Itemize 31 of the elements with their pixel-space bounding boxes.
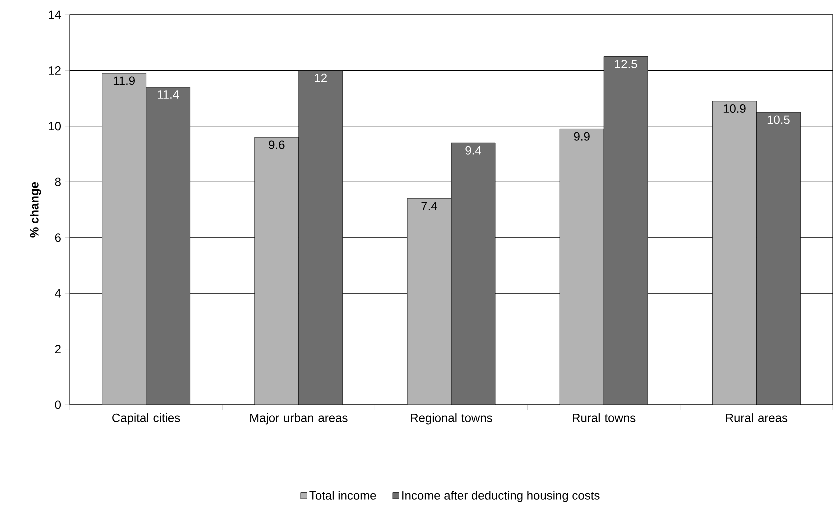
data-label: 10.5 — [768, 116, 790, 124]
y-axis-title: % change — [30, 182, 42, 238]
x-tick-label: Rural areas — [726, 414, 788, 422]
y-tick-label: 0 — [55, 400, 62, 410]
data-label: 9.4 — [466, 146, 482, 155]
data-label: 9.6 — [269, 140, 285, 150]
bar — [560, 129, 604, 405]
data-label: 10.9 — [724, 104, 746, 114]
bar — [712, 101, 757, 405]
data-label: 12 — [315, 74, 327, 82]
bar — [102, 73, 147, 405]
y-tick-label: 2 — [55, 345, 61, 354]
x-tick-label: Capital cities — [112, 414, 180, 425]
data-label: 11.4 — [158, 90, 180, 99]
y-tick-label: 12 — [49, 66, 61, 75]
legend-label: Total income — [310, 491, 376, 500]
y-tick-label: 4 — [55, 289, 62, 298]
data-label: 11.9 — [114, 76, 135, 86]
y-tick-label: 10 — [49, 122, 62, 131]
y-tick-label: 6 — [55, 234, 61, 242]
bar — [254, 137, 300, 405]
data-label: 12.5 — [615, 60, 638, 68]
x-tick-label: Rural towns — [573, 414, 636, 422]
data-label: 9.9 — [574, 132, 590, 141]
y-tick-label: 8 — [55, 178, 61, 186]
legend-label: Income after deducting housing costs — [402, 491, 600, 502]
x-tick-label: Regional towns — [411, 414, 492, 425]
y-tick-label: 14 — [49, 10, 62, 20]
data-label: 7.4 — [422, 202, 438, 210]
bar — [407, 198, 452, 405]
x-tick-label: Major urban areas — [250, 414, 348, 425]
